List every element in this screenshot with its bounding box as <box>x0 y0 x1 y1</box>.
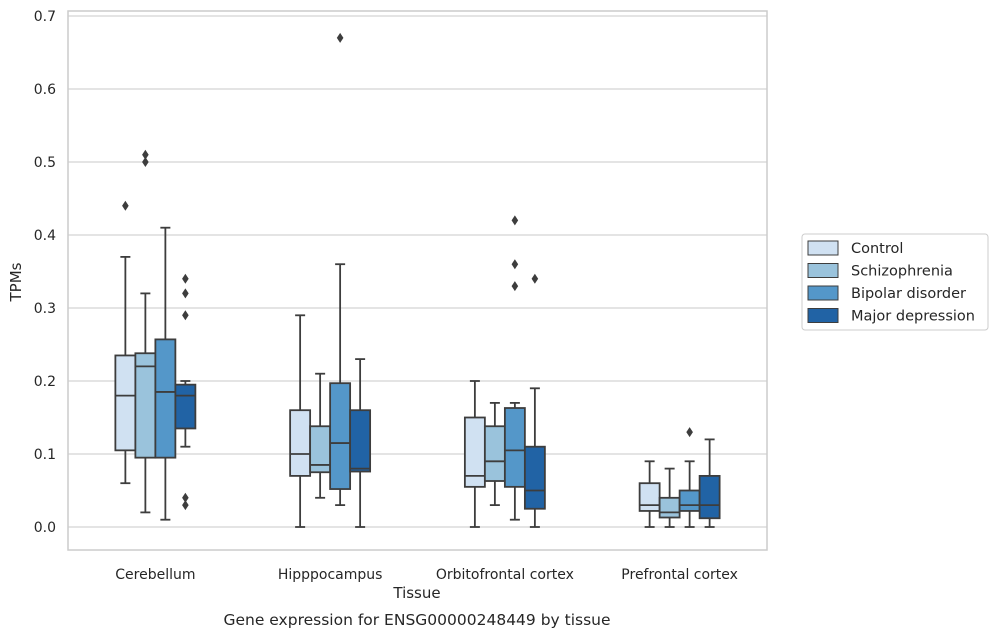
box-2-2 <box>503 215 526 521</box>
box-iqr <box>154 338 177 459</box>
box-0-3 <box>638 460 661 528</box>
x-tick-label: Orbitofrontal cortex <box>436 567 574 583</box>
box-3-1 <box>349 358 372 528</box>
box-iqr <box>289 409 312 477</box>
outlier-point <box>531 273 539 284</box>
outlier-point <box>182 288 189 299</box>
outlier-point <box>182 500 189 511</box>
outlier-point <box>142 149 149 160</box>
box-1-3 <box>658 467 681 528</box>
box-3-2 <box>523 273 546 528</box>
box-3-3 <box>698 438 721 528</box>
outlier-point <box>686 427 693 438</box>
box-iqr <box>523 445 546 510</box>
box-iqr <box>349 409 372 473</box>
y-tick-label: 0.0 <box>34 520 56 536</box>
x-tick-label: Prefrontal cortex <box>621 567 738 583</box>
outlier-point <box>511 281 519 292</box>
x-axis-label: Tissue <box>392 584 440 602</box>
y-tick-label: 0.1 <box>34 447 56 463</box>
y-tick-label: 0.3 <box>34 301 56 317</box>
y-tick-label: 0.4 <box>34 228 56 244</box>
series-bipolar-disorder <box>154 32 701 528</box>
y-tick-label: 0.2 <box>34 374 56 390</box>
outlier-point <box>182 273 189 284</box>
box-2-0 <box>154 226 177 521</box>
x-tick-label: Hipppocampus <box>278 567 383 583</box>
box-1-2 <box>483 401 506 507</box>
box-2-1 <box>329 32 352 507</box>
legend-swatch <box>807 285 839 301</box>
box-iqr <box>483 425 506 482</box>
box-iqr <box>329 382 352 490</box>
y-axis-label: TPMs <box>7 262 25 302</box>
box-0-1 <box>289 314 312 528</box>
outlier-point <box>142 157 149 167</box>
box-1-1 <box>309 372 332 499</box>
legend-frame <box>801 233 989 331</box>
plot-area-frame <box>67 10 768 551</box>
box-iqr <box>174 383 197 430</box>
y-axis-ticks: 0.0 0.1 0.2 0.3 0.4 0.5 0.6 0.7 <box>34 9 56 536</box>
box-0-0 <box>114 200 137 485</box>
legend-label: Control <box>851 241 903 257</box>
outlier-point <box>182 492 189 503</box>
box-iqr <box>114 354 137 452</box>
box-iqr <box>698 474 721 520</box>
series-major-depression <box>174 273 721 528</box>
legend-swatch <box>807 263 839 278</box>
outlier-point <box>336 32 344 43</box>
legend: Control Schizophrenia Bipolar disorder Majo… <box>801 233 989 331</box>
legend-swatch <box>807 240 839 256</box>
box-0-2 <box>463 380 486 528</box>
y-tick-label: 0.7 <box>34 9 56 25</box>
box-iqr <box>503 407 526 488</box>
outlier-point <box>511 215 519 226</box>
legend-label: Major depression <box>851 309 975 325</box>
box-1-0 <box>134 149 157 514</box>
box-series <box>114 32 721 528</box>
series-control <box>114 200 661 528</box>
y-tick-label: 0.5 <box>34 155 56 171</box>
chart-caption: Gene expression for ENSG00000248449 by t… <box>223 611 610 629</box>
box-3-0 <box>174 273 197 511</box>
legend-label: Bipolar disorder <box>851 286 966 302</box>
outlier-point <box>122 200 129 211</box>
legend-label: Schizophrenia <box>851 264 953 280</box>
legend-swatch <box>807 308 839 323</box>
series-schizophrenia <box>134 149 681 528</box>
box-iqr <box>638 482 661 512</box>
x-tick-label: Cerebellum <box>115 567 195 583</box>
box-iqr <box>658 496 681 519</box>
y-tick-label: 0.6 <box>34 82 56 98</box>
outlier-point <box>182 310 189 321</box>
x-axis-ticks: Cerebellum Hipppocampus Orbitofrontal cort… <box>115 567 738 583</box>
box-iqr <box>134 352 157 459</box>
outlier-point <box>511 259 519 270</box>
box-iqr <box>678 489 701 512</box>
box-2-3 <box>678 427 701 528</box>
